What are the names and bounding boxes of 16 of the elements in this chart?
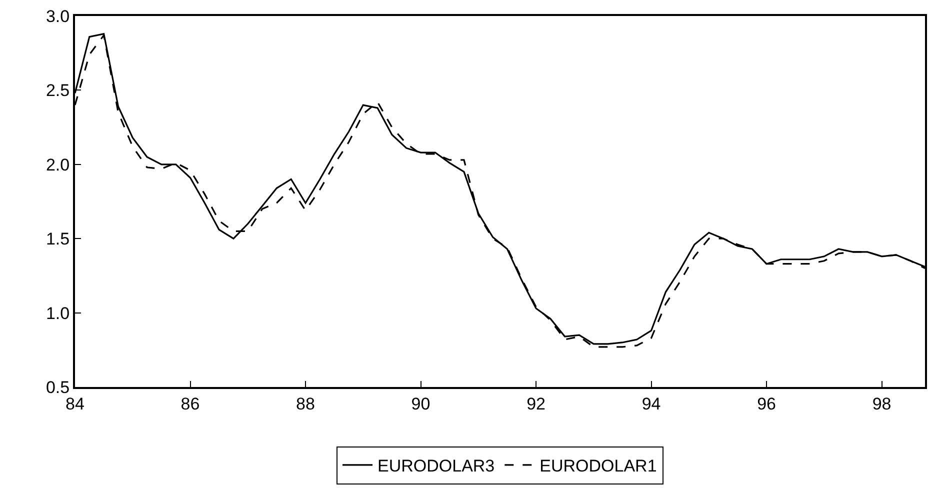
x-tick-label: 98 <box>872 394 892 414</box>
legend-label: EURODOLAR3 <box>378 456 495 476</box>
x-tick-label: 94 <box>642 394 661 414</box>
x-tick-label: 90 <box>411 394 430 414</box>
legend-label: EURODOLAR1 <box>540 456 657 476</box>
x-tick-label: 84 <box>66 394 84 414</box>
x-tick-label: 86 <box>180 394 200 414</box>
y-tick-label: 1.5 <box>46 230 70 249</box>
x-tick-label: 92 <box>526 394 546 414</box>
y-tick-label: 1.0 <box>46 304 70 323</box>
x-tick-label: 88 <box>296 394 315 414</box>
y-tick-label: 0.5 <box>46 378 70 397</box>
y-tick-label: 2.0 <box>46 155 70 174</box>
y-tick-label: 3.0 <box>46 6 70 26</box>
y-tick-label: 2.5 <box>46 81 70 100</box>
x-tick-label: 96 <box>757 394 776 414</box>
